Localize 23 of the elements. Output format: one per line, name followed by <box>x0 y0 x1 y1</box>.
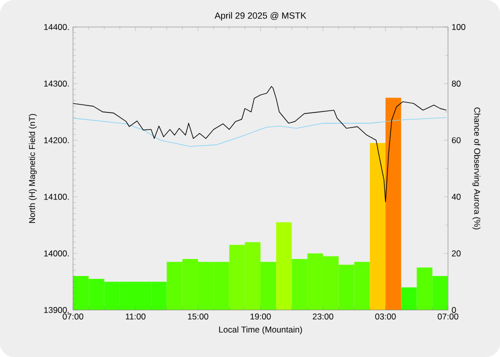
y-tick-label: 14000. <box>44 250 69 256</box>
x-tick-label: 15:00 <box>188 314 208 320</box>
x-tick-label: 03:00 <box>375 314 396 320</box>
x-tick-label: 11:00 <box>126 314 146 320</box>
y2-tick-label: 40 <box>452 194 461 200</box>
y2-tick-label: 60 <box>452 137 461 144</box>
x-axis-title: Local Time (Mountain) <box>219 326 302 334</box>
y2-tick-label: 20 <box>452 250 461 256</box>
y-tick-label: 14400. <box>44 24 69 30</box>
y2-tick-label: 100 <box>452 24 466 30</box>
y-tick-label: 14300. <box>44 80 69 87</box>
chart-title: April 29 2025 @ MSTK <box>214 12 306 20</box>
x-tick-label: 07:00 <box>438 314 458 320</box>
x-tick-label: 23:00 <box>312 314 334 320</box>
x-tick-label: 07:00 <box>62 314 84 320</box>
y2-axis-title: Chance of Observing Aurora (%) <box>472 108 480 230</box>
y-tick-label: 13900. <box>44 307 69 313</box>
x-tick-label: 19:00 <box>250 314 271 320</box>
y-tick-label: 14200. <box>44 137 69 144</box>
y-axis-title: North (H) Magnetic Field (nT) <box>28 114 37 223</box>
y-tick-label: 14100. <box>44 194 69 200</box>
y2-tick-label: 80 <box>452 80 461 87</box>
y2-tick-label: 0 <box>452 307 456 313</box>
